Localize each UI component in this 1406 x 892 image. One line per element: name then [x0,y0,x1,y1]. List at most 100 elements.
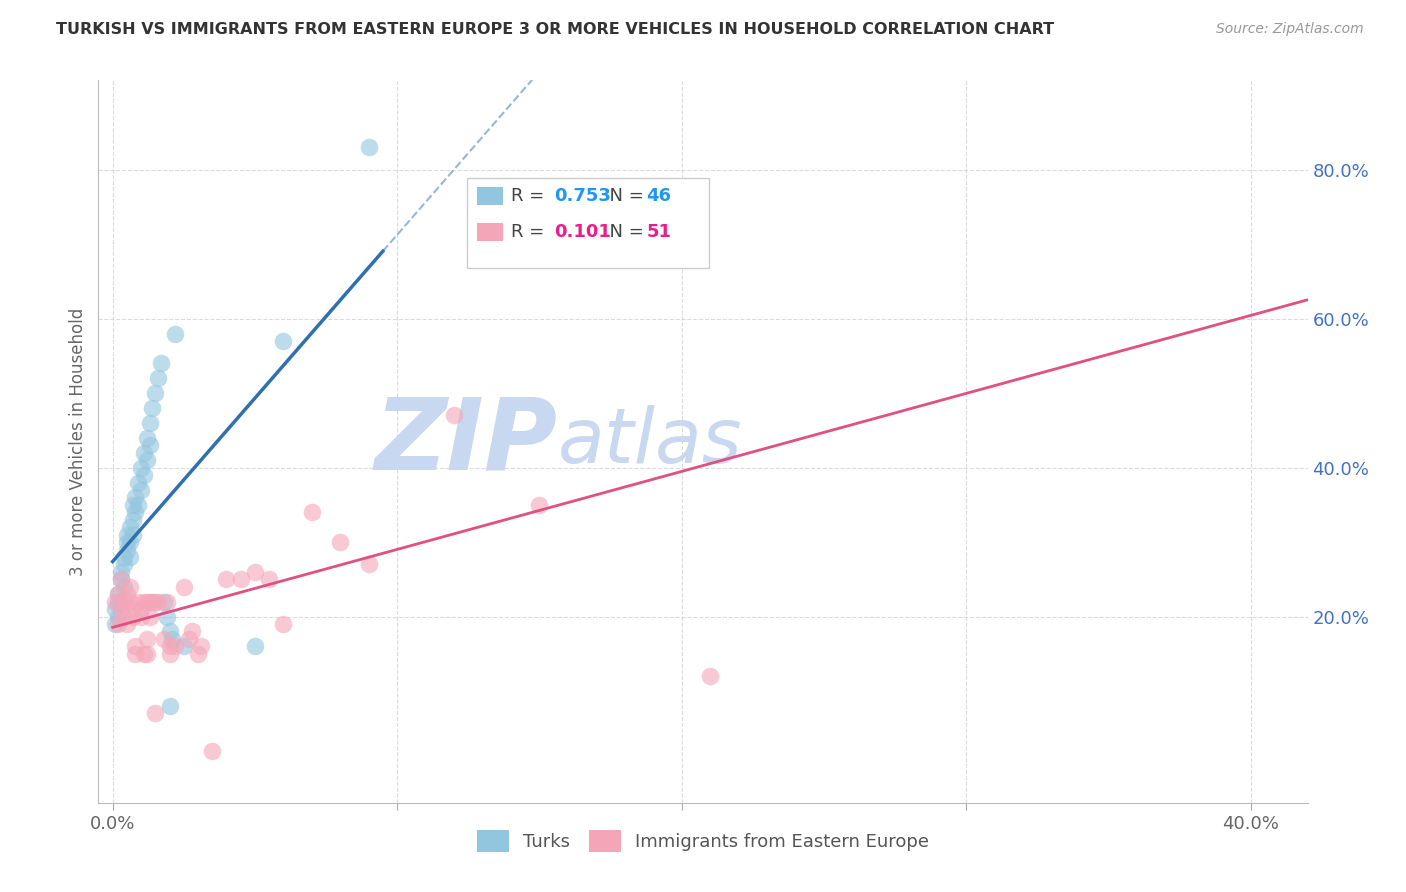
FancyBboxPatch shape [467,178,709,268]
Point [107,587,129,601]
Point [173,640,195,654]
Text: 46: 46 [647,187,671,205]
Point [124,505,146,519]
Text: ZIP: ZIP [375,393,558,490]
Point [159,698,181,713]
Point [110,572,132,586]
Point [110,572,132,586]
Point [273,334,295,348]
Point [110,565,132,579]
Point [118,535,141,549]
Point [273,617,295,632]
Point [529,498,551,512]
Point [329,535,352,549]
Text: TURKISH VS IMMIGRANTS FROM EASTERN EUROPE 3 OR MORE VEHICLES IN HOUSEHOLD CORREL: TURKISH VS IMMIGRANTS FROM EASTERN EUROP… [56,22,1054,37]
Point [104,617,127,632]
Point [357,558,380,572]
Point [699,669,721,683]
Point [135,632,157,646]
Point [118,520,141,534]
Point [301,505,323,519]
Point [150,356,173,370]
Point [471,237,494,252]
Text: N =: N = [598,223,650,241]
Point [243,565,266,579]
Point [146,595,169,609]
Point [179,632,201,646]
Y-axis label: 3 or more Vehicles in Household: 3 or more Vehicles in Household [69,308,87,575]
Point [153,632,176,646]
Point [201,744,224,758]
Point [121,513,143,527]
Point [159,640,181,654]
Point [121,609,143,624]
Point [104,595,127,609]
Point [121,498,143,512]
Point [135,595,157,609]
Point [118,549,141,564]
Point [143,706,166,721]
Bar [477,187,503,205]
Point [107,609,129,624]
Point [132,468,155,483]
Bar [477,223,503,242]
Point [143,595,166,609]
Point [181,624,204,639]
Point [135,431,157,445]
Point [146,371,169,385]
Point [115,535,138,549]
Point [115,617,138,632]
Point [129,460,152,475]
Text: 0.101: 0.101 [554,223,612,241]
Point [138,416,160,430]
Point [118,595,141,609]
Point [141,401,163,415]
Point [121,602,143,616]
Point [127,595,149,609]
Point [127,498,149,512]
Point [104,602,127,616]
Text: R =: R = [510,223,550,241]
Text: 0.753: 0.753 [554,187,612,205]
Text: Source: ZipAtlas.com: Source: ZipAtlas.com [1216,22,1364,37]
Point [159,647,181,661]
Point [124,491,146,505]
Legend: Turks, Immigrants from Eastern Europe: Turks, Immigrants from Eastern Europe [470,822,936,859]
Point [156,595,179,609]
Text: R =: R = [510,187,550,205]
Point [121,527,143,541]
Point [124,640,146,654]
Point [107,595,129,609]
Point [162,632,184,646]
Point [159,624,181,639]
Point [132,647,155,661]
Point [112,558,135,572]
Point [138,609,160,624]
Point [107,617,129,632]
Point [132,595,155,609]
Point [112,580,135,594]
Point [257,572,280,586]
Point [165,326,187,341]
Point [357,140,380,154]
Point [135,453,157,467]
Point [135,647,157,661]
Point [129,609,152,624]
Text: N =: N = [598,187,650,205]
Point [118,580,141,594]
Point [107,587,129,601]
Point [115,527,138,541]
Point [127,475,149,490]
Text: 51: 51 [647,223,671,241]
Point [443,409,465,423]
Point [110,595,132,609]
Point [112,609,135,624]
Point [143,386,166,401]
Point [190,640,212,654]
Point [138,438,160,452]
Point [132,446,155,460]
Point [165,640,187,654]
Point [115,542,138,557]
Point [215,572,238,586]
Point [153,595,176,609]
